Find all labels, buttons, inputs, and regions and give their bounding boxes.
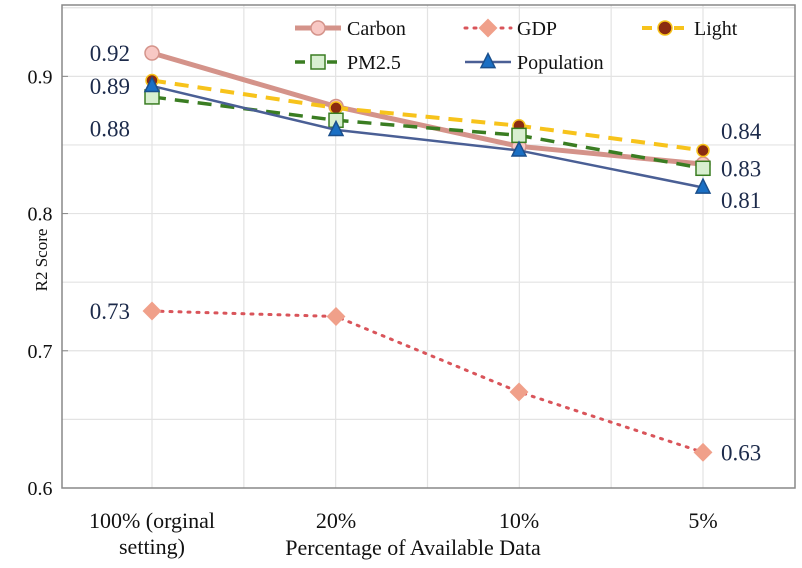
- y-tick-label: 0.6: [28, 478, 53, 500]
- data-label: 0.92: [90, 41, 130, 66]
- series-population: [143, 75, 712, 194]
- x-tick-label: 5%: [688, 508, 717, 533]
- legend-label: Carbon: [347, 18, 406, 40]
- data-label: 0.73: [90, 299, 130, 324]
- pm25-marker: [310, 54, 326, 70]
- data-label: 0.88: [90, 116, 130, 141]
- population-marker: [327, 119, 345, 137]
- light-marker: [696, 143, 710, 158]
- y-tick-label: 0.7: [28, 341, 53, 363]
- gdp-marker: [326, 307, 346, 326]
- gdp-marker: [142, 301, 162, 321]
- data-label: 0.63: [721, 440, 761, 465]
- legend-item: Light: [642, 18, 738, 40]
- gdp-marker: [693, 442, 713, 462]
- data-label: 0.83: [721, 156, 761, 181]
- plot-frame: [61, 4, 796, 489]
- legend-label: Light: [694, 18, 738, 40]
- population-marker: [143, 75, 161, 93]
- legend-item: Carbon: [295, 18, 406, 40]
- y-tick-label: 0.8: [28, 204, 53, 226]
- x-tick-label: 20%: [316, 508, 356, 533]
- carbon-marker: [144, 45, 160, 61]
- legend-item: PM2.5: [295, 52, 401, 74]
- series-group: [142, 45, 713, 462]
- series-line: [151, 84, 704, 189]
- light-marker: [657, 20, 673, 36]
- legend-label: Population: [517, 52, 604, 74]
- population-marker: [510, 140, 528, 157]
- x-tick-label: setting): [119, 534, 185, 559]
- data-label: 0.84: [721, 119, 762, 144]
- light-marker: [329, 101, 343, 115]
- annotations: 0.92 0.89 0.88 0.73 0.84 0.83 0.81 0.63: [90, 41, 762, 465]
- legend-label: PM2.5: [347, 52, 401, 74]
- legend-item: Population: [465, 51, 604, 74]
- y-axis-label: R2 Score: [32, 229, 51, 292]
- series-line: [151, 78, 704, 153]
- pm25-marker: [695, 160, 711, 177]
- series-line: [150, 309, 705, 454]
- pm25-marker: [511, 127, 527, 144]
- gdp-marker: [478, 18, 498, 38]
- carbon-marker: [310, 20, 326, 36]
- x-tick-label: 100% (orginal: [89, 508, 215, 533]
- x-tick-label: 10%: [499, 508, 539, 533]
- gdp-marker: [509, 382, 529, 402]
- series-gdp: [142, 301, 713, 462]
- y-tick-label: 0.9: [28, 66, 53, 88]
- legend-item: GDP: [463, 18, 557, 40]
- legend-label: GDP: [517, 18, 557, 40]
- legend: Carbon GDP Light PM2.5 Population: [295, 18, 738, 74]
- population-marker: [479, 51, 497, 69]
- x-axis-label: Percentage of Available Data: [285, 535, 541, 560]
- grid: [62, 5, 795, 488]
- population-marker: [694, 177, 712, 194]
- data-label: 0.81: [721, 188, 761, 213]
- y-ticks: 0.6 0.7 0.8 0.9: [28, 66, 68, 500]
- data-label: 0.89: [90, 74, 130, 99]
